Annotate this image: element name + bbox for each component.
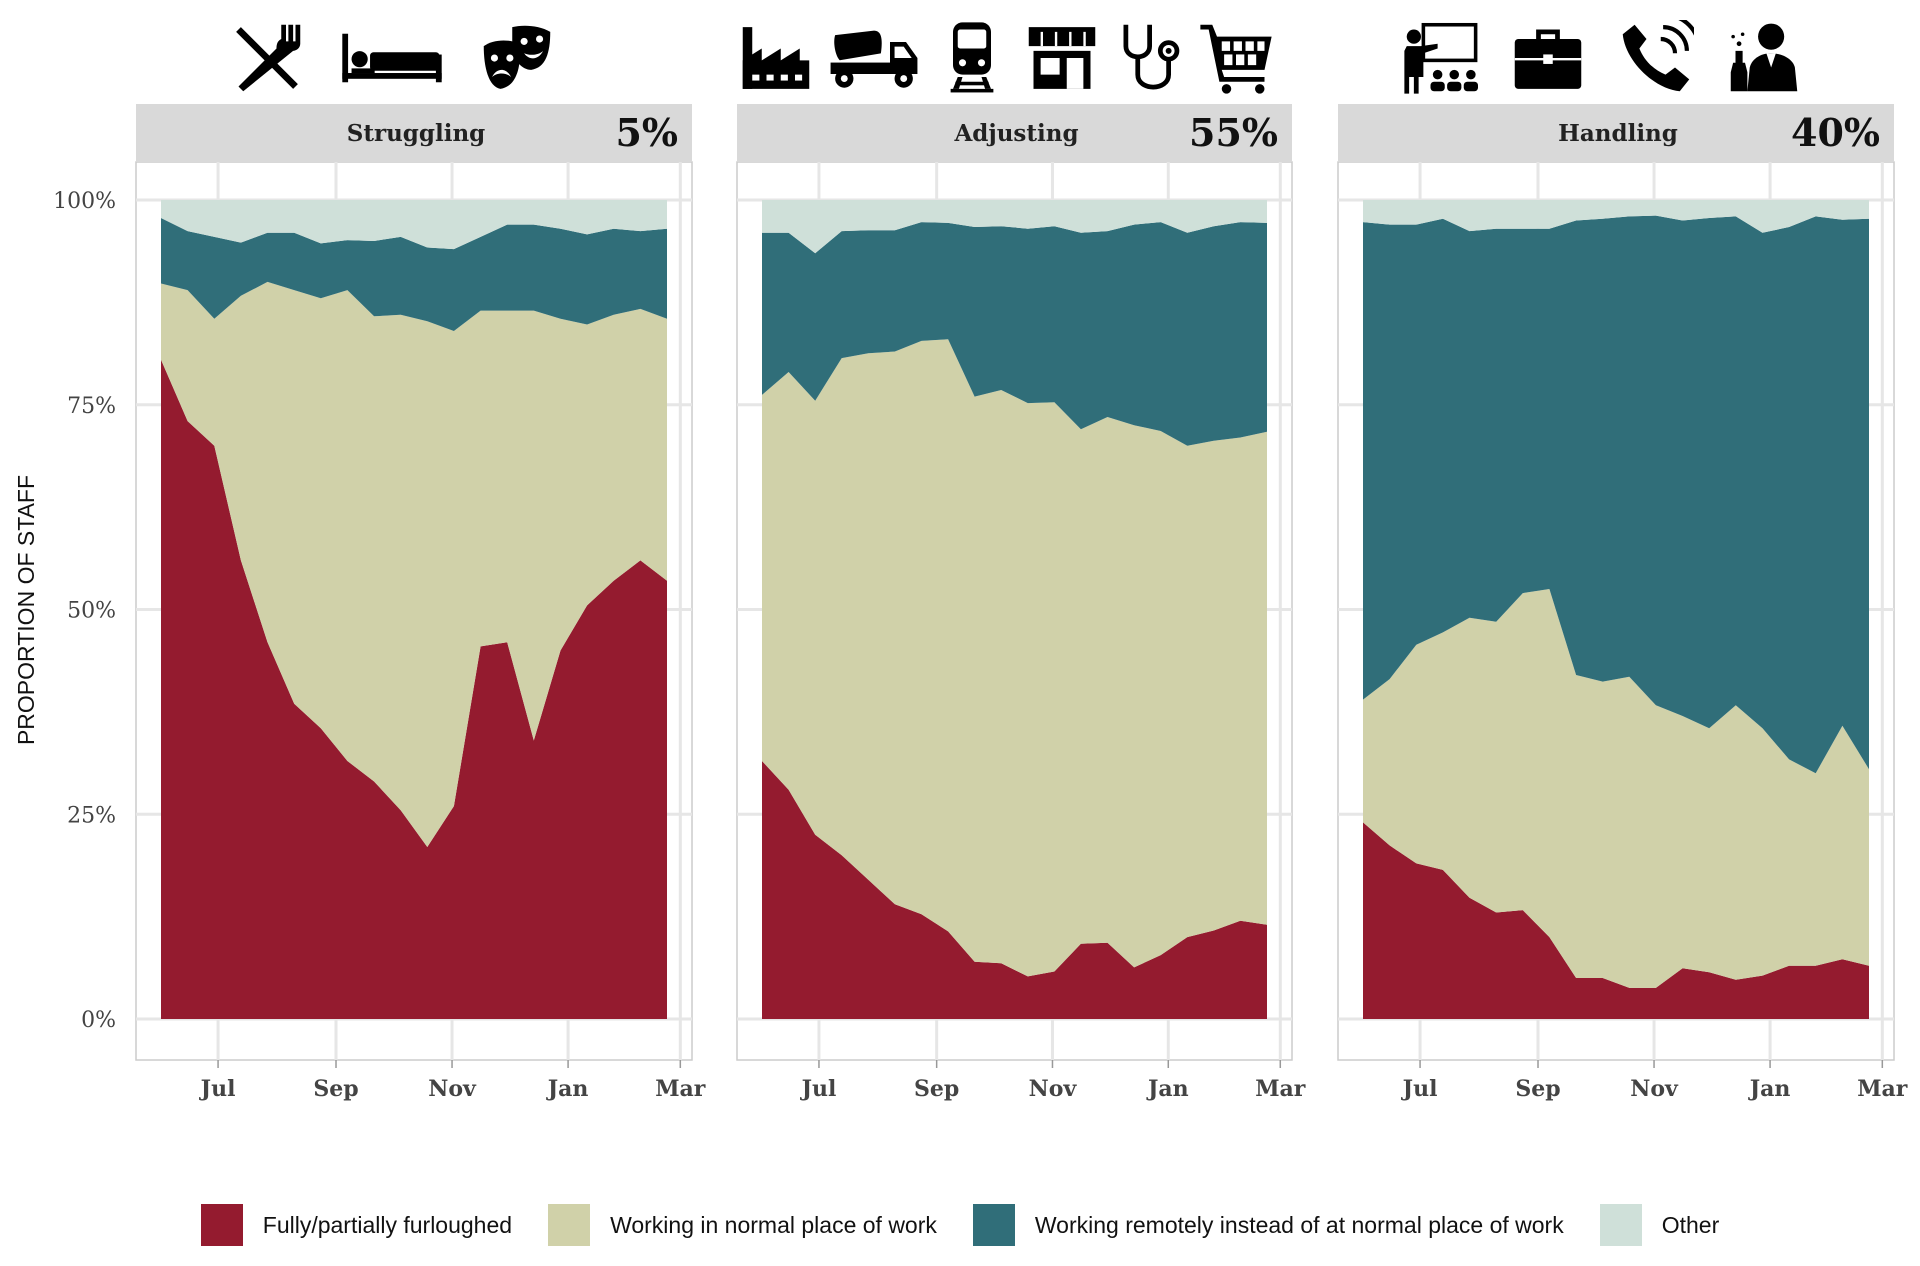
legend-label-normal: Working in normal place of work — [610, 1211, 937, 1238]
x-tick-label: Jul — [1401, 1076, 1438, 1102]
legend-item-remote: Working remotely instead of at normal pl… — [972, 1204, 1564, 1246]
y-tick-label: 0% — [81, 1008, 116, 1033]
facet-strip — [136, 104, 692, 162]
y-tick-label: 75% — [67, 394, 116, 419]
x-tick-label: Mar — [1255, 1076, 1306, 1102]
facet-title: Adjusting — [953, 120, 1078, 147]
facet-share-label: 55% — [1189, 110, 1278, 155]
area-furloughed — [762, 761, 1267, 1019]
legend-item-furloughed: Fully/partially furloughed — [200, 1204, 513, 1246]
facet-title: Struggling — [347, 120, 486, 147]
teacher-presentation-icon — [1398, 16, 1482, 100]
legend-swatch-normal — [548, 1204, 591, 1246]
legend-swatch-remote — [972, 1204, 1015, 1246]
icons-struggling — [225, 16, 559, 100]
x-tick-label: Sep — [914, 1076, 959, 1102]
area-furloughed — [1363, 822, 1869, 1019]
icons-adjusting — [734, 16, 1278, 100]
facet-share-label: 5% — [615, 110, 678, 155]
shopping-cart-icon — [1194, 16, 1278, 100]
briefcase-icon — [1506, 16, 1590, 100]
x-tick-label: Nov — [1630, 1076, 1679, 1102]
legend-item-normal: Working in normal place of work — [548, 1204, 937, 1246]
area-other — [1363, 200, 1869, 233]
icons-handling — [1398, 16, 1806, 100]
x-tick-label: Sep — [1515, 1076, 1560, 1102]
legend-label-remote: Working remotely instead of at normal pl… — [1034, 1211, 1564, 1238]
storefront-icon — [1020, 16, 1104, 100]
x-tick-label: Jan — [1748, 1076, 1791, 1102]
x-tick-label: Jul — [800, 1076, 837, 1102]
cutlery-icon — [225, 16, 309, 100]
legend: Fully/partially furloughed Working in no… — [0, 1204, 1920, 1246]
legend-item-other: Other — [1599, 1204, 1720, 1246]
x-tick-label: Mar — [655, 1076, 706, 1102]
x-tick-label: Jan — [546, 1076, 589, 1102]
legend-label-other: Other — [1661, 1211, 1720, 1238]
legend-swatch-furloughed — [200, 1204, 243, 1246]
x-tick-label: Nov — [428, 1076, 477, 1102]
y-axis-title: PROPORTION OF STAFF — [13, 475, 39, 745]
x-tick-label: Jul — [199, 1076, 236, 1102]
area-normal — [762, 339, 1267, 977]
y-tick-label: 100% — [53, 189, 116, 214]
facet-title: Handling — [1558, 120, 1678, 147]
theatre-masks-icon — [475, 16, 559, 100]
x-tick-label: Nov — [1029, 1076, 1078, 1102]
x-tick-label: Jan — [1146, 1076, 1189, 1102]
area-other — [762, 200, 1267, 254]
facet-strip — [1338, 104, 1894, 162]
area-normal — [1363, 589, 1869, 988]
area-other — [161, 200, 667, 250]
area-normal — [161, 281, 667, 847]
area-remote — [161, 218, 667, 331]
phone-icon — [1614, 16, 1698, 100]
x-tick-label: Mar — [1857, 1076, 1908, 1102]
legend-swatch-other — [1599, 1204, 1642, 1246]
bed-icon — [337, 16, 447, 100]
cement-truck-icon — [826, 16, 922, 100]
y-tick-label: 25% — [67, 803, 116, 828]
factory-icon — [734, 16, 818, 100]
area-remote — [1363, 215, 1869, 774]
train-icon — [930, 16, 1014, 100]
scientist-icon — [1722, 16, 1806, 100]
y-tick-label: 50% — [67, 599, 116, 624]
facet-share-label: 40% — [1791, 110, 1880, 155]
facet-strip — [737, 104, 1292, 162]
facet-panel-adjusting: Jul Sep Nov Jan Mar Adjusting 55% — [736, 104, 1306, 1102]
stethoscope-icon — [1110, 16, 1194, 100]
legend-label-furloughed: Fully/partially furloughed — [262, 1211, 513, 1238]
area-furloughed — [161, 359, 667, 1019]
facet-panel-handling: Jul Sep Nov Jan Mar Handling 40% — [1337, 104, 1908, 1102]
facet-panel-struggling: Jul Sep Nov Jan Mar Struggling 5% — [135, 104, 706, 1102]
x-tick-label: Sep — [313, 1076, 358, 1102]
area-remote — [762, 222, 1267, 446]
